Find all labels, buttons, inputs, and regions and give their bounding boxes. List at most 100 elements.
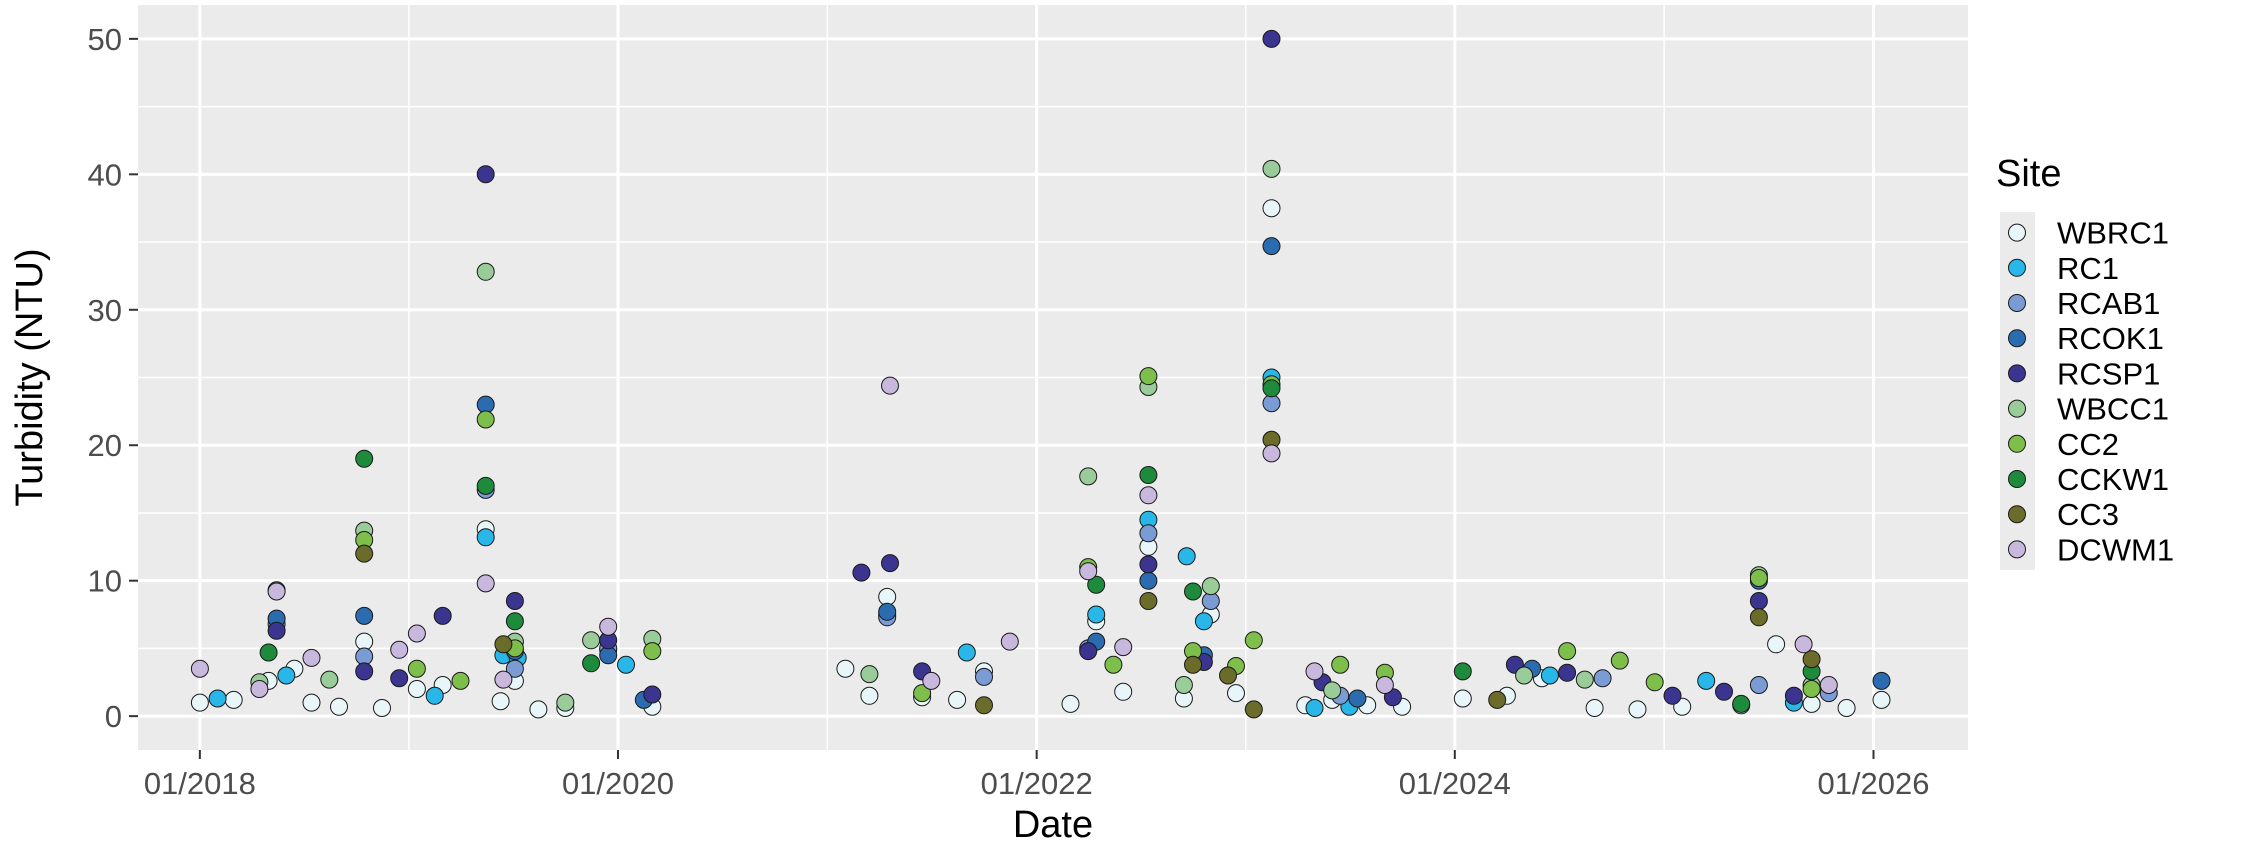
- axes: 01/2018 01/2020 01/2022 01/2024 01/2026 0 10 20…: [88, 22, 1930, 801]
- y-tick-label: 0: [105, 699, 122, 734]
- point-wbrc1: [1585, 699, 1604, 717]
- point-wbrc1: [1114, 682, 1133, 701]
- point-wbrc1: [1872, 690, 1891, 709]
- point-rc1: [1697, 671, 1716, 690]
- legend: Site WBRC1RC1RCAB1RCOK1RCSP1WBCC1CC2CCKW…: [1996, 153, 2174, 570]
- point-dcwm1: [390, 640, 409, 659]
- point-dcwm1: [1819, 676, 1838, 694]
- point-cc2: [1139, 367, 1158, 386]
- point-wbrc1: [373, 699, 391, 717]
- point-dcwm1: [1000, 632, 1019, 651]
- point-wbcc1: [476, 262, 495, 281]
- legend-label-cc3: CC3: [2057, 497, 2119, 532]
- point-cc3: [1219, 666, 1237, 685]
- legend-label-cckw1: CCKW1: [2057, 462, 2169, 497]
- x-tick-label: 01/2020: [562, 766, 674, 801]
- point-wbcc1: [1323, 681, 1342, 700]
- legend-label-rcok1: RCOK1: [2057, 321, 2164, 356]
- x-tick-label: 01/2026: [1817, 766, 1929, 801]
- point-rcsp1: [1663, 686, 1682, 705]
- point-rcsp1: [476, 165, 495, 184]
- point-cc3: [1488, 690, 1507, 709]
- point-rc1: [1177, 547, 1196, 566]
- point-rcok1: [878, 602, 897, 621]
- point-cc3: [1802, 650, 1821, 669]
- point-rcab1: [1593, 669, 1612, 688]
- legend-label-wbcc1: WBCC1: [2057, 392, 2169, 427]
- point-cc2: [1104, 655, 1123, 674]
- point-dcwm1: [1139, 486, 1158, 505]
- point-dcwm1: [1305, 662, 1324, 681]
- point-cc2: [451, 671, 470, 690]
- point-rc1: [1540, 666, 1559, 685]
- point-rcab1: [505, 659, 524, 678]
- legend-key-rc1: [2008, 258, 2026, 277]
- point-wbcc1: [582, 631, 601, 650]
- point-rc1: [1194, 612, 1213, 631]
- legend-key-cc2: [2008, 434, 2026, 453]
- point-dcwm1: [1794, 635, 1813, 654]
- point-cc2: [1802, 680, 1821, 698]
- legend-key-cc3: [2008, 505, 2026, 524]
- legend-key-wbrc1: [2008, 223, 2026, 242]
- point-rc1: [1087, 605, 1106, 624]
- x-axis-title: Date: [1013, 804, 1093, 846]
- point-wbcc1: [1515, 666, 1534, 685]
- x-tick-label: 01/2022: [981, 766, 1093, 801]
- point-rc1: [476, 528, 495, 547]
- point-dcwm1: [922, 671, 941, 690]
- y-tick-label: 20: [88, 428, 122, 463]
- point-cckw1: [355, 449, 374, 468]
- point-cc2: [1331, 655, 1350, 674]
- legend-key-wbcc1: [2008, 399, 2026, 418]
- point-cc2: [407, 659, 426, 678]
- point-rcsp1: [433, 606, 452, 625]
- point-rcok1: [1348, 689, 1367, 708]
- point-wbcc1: [320, 670, 339, 689]
- point-wbrc1: [1227, 684, 1245, 703]
- point-cc3: [1184, 655, 1202, 674]
- point-rcsp1: [1784, 686, 1803, 705]
- major-gridlines: [138, 5, 1968, 750]
- point-dcwm1: [1079, 562, 1098, 581]
- point-rcok1: [1139, 571, 1158, 590]
- point-dcwm1: [881, 376, 899, 395]
- point-cckw1: [1139, 466, 1158, 484]
- point-wbcc1: [556, 693, 575, 712]
- point-wbrc1: [302, 693, 321, 712]
- point-cc2: [1610, 651, 1629, 670]
- point-rc1: [957, 643, 976, 662]
- point-dcwm1: [250, 680, 269, 698]
- point-rc1: [1305, 699, 1324, 717]
- point-dcwm1: [407, 624, 426, 643]
- point-wbcc1: [1079, 467, 1098, 486]
- point-wbcc1: [1575, 670, 1594, 689]
- legend-key-cckw1: [2008, 470, 2026, 488]
- point-wbrc1: [1262, 199, 1281, 218]
- legend-title: Site: [1996, 153, 2061, 195]
- point-rcsp1: [881, 554, 899, 573]
- point-rcsp1: [852, 563, 871, 582]
- point-cc2: [1244, 631, 1263, 650]
- point-cc2: [1749, 569, 1768, 587]
- point-cc2: [476, 410, 495, 429]
- point-wbrc1: [407, 680, 426, 698]
- point-rcsp1: [643, 685, 662, 704]
- point-dcwm1: [190, 659, 209, 678]
- point-wbrc1: [529, 700, 548, 719]
- point-cc3: [975, 696, 993, 715]
- point-wbcc1: [1174, 676, 1193, 694]
- point-dcwm1: [267, 582, 286, 601]
- legend-key-rcsp1: [2008, 364, 2026, 383]
- point-cc2: [643, 642, 662, 661]
- point-rcab1: [1139, 524, 1158, 543]
- point-rc1: [277, 666, 296, 685]
- point-cckw1: [1732, 694, 1751, 713]
- x-tick-label: 01/2024: [1399, 766, 1511, 801]
- point-rcok1: [1262, 237, 1281, 256]
- point-wbcc1: [1262, 159, 1281, 178]
- point-rcsp1: [1139, 555, 1158, 574]
- point-cc3: [1749, 608, 1768, 627]
- point-rcsp1: [1749, 592, 1768, 610]
- point-wbrc1: [836, 659, 855, 678]
